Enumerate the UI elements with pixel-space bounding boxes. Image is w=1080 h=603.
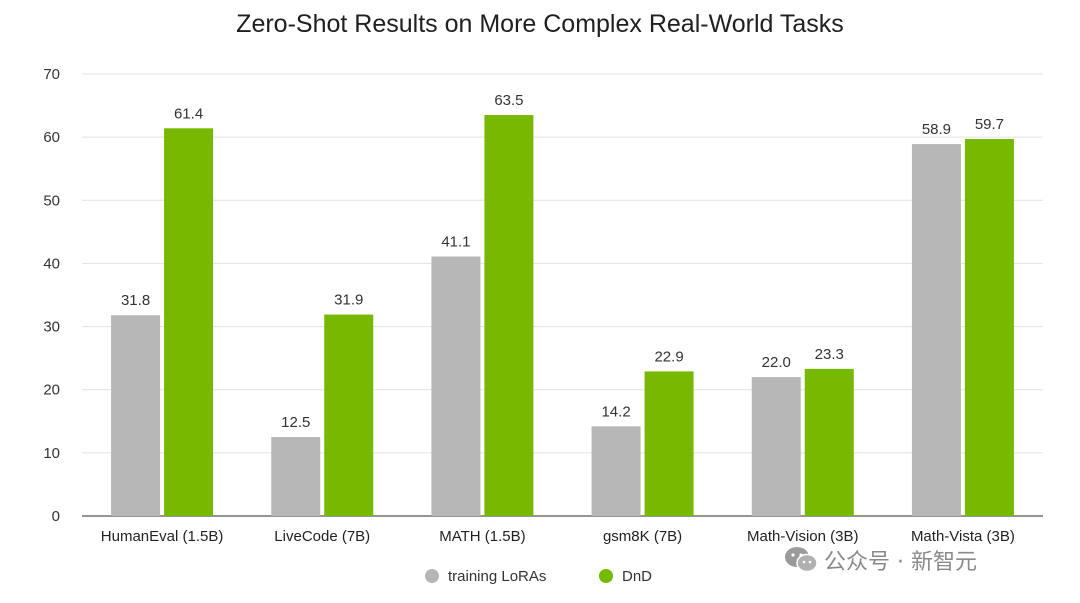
data-label: 22.0: [762, 354, 791, 371]
x-axis: HumanEval (1.5B) LiveCode (7B) MATH (1.5B)…: [101, 528, 1015, 545]
y-axis: 0 10 20 30 40 50 60 70: [43, 66, 60, 525]
data-labels: 31.8 61.4 12.5 31.9 41.1 63.5 14.2 22.9 22.0 23.3…: [121, 92, 1004, 431]
y-tick-label: 0: [52, 508, 60, 525]
bar: [751, 377, 801, 516]
data-label: 23.3: [815, 346, 844, 363]
legend-marker: [599, 569, 613, 583]
y-tick-label: 50: [43, 192, 60, 209]
legend: training LoRAs DnD: [425, 568, 652, 585]
data-label: 14.2: [601, 403, 630, 420]
data-label: 41.1: [441, 233, 470, 250]
bar: [431, 256, 481, 516]
y-tick-label: 60: [43, 129, 60, 146]
bar: [911, 144, 961, 517]
data-label: 31.9: [334, 292, 363, 309]
data-label: 12.5: [281, 414, 310, 431]
x-tick-label: Math-Vision (3B): [747, 528, 858, 545]
data-label: 58.9: [922, 121, 951, 138]
bar: [804, 368, 854, 516]
y-tick-label: 20: [43, 382, 60, 399]
gridlines: [82, 73, 1043, 517]
bar: [644, 371, 694, 516]
legend-label: DnD: [622, 568, 652, 585]
x-tick-label: LiveCode (7B): [274, 528, 370, 545]
data-label: 59.7: [975, 116, 1004, 133]
watermark-text: 公众号 · 新智元: [824, 550, 977, 575]
data-label: 31.8: [121, 292, 150, 309]
bar: [484, 115, 534, 517]
y-tick-label: 10: [43, 445, 60, 462]
bar: [591, 426, 641, 516]
data-label: 63.5: [494, 92, 523, 109]
wechat-icon: [784, 546, 818, 574]
legend-label: training LoRAs: [448, 568, 546, 585]
x-tick-label: HumanEval (1.5B): [101, 528, 224, 545]
y-tick-label: 40: [43, 255, 60, 272]
data-label: 61.4: [174, 105, 203, 122]
data-label: 22.9: [654, 348, 683, 365]
bar: [271, 437, 321, 516]
y-tick-label: 70: [43, 66, 60, 83]
x-tick-label: Math-Vista (3B): [911, 528, 1015, 545]
bars: [111, 115, 1014, 517]
bar: [111, 315, 161, 516]
watermark: 公众号 · 新智元: [784, 544, 977, 576]
chart-title: Zero-Shot Results on More Complex Real-W…: [236, 10, 844, 38]
x-tick-label: MATH (1.5B): [439, 528, 525, 545]
bar: [324, 314, 374, 516]
legend-marker: [425, 569, 439, 583]
y-tick-label: 30: [43, 319, 60, 336]
bar: [964, 139, 1014, 516]
bar: [164, 128, 214, 516]
x-tick-label: gsm8K (7B): [603, 528, 682, 545]
